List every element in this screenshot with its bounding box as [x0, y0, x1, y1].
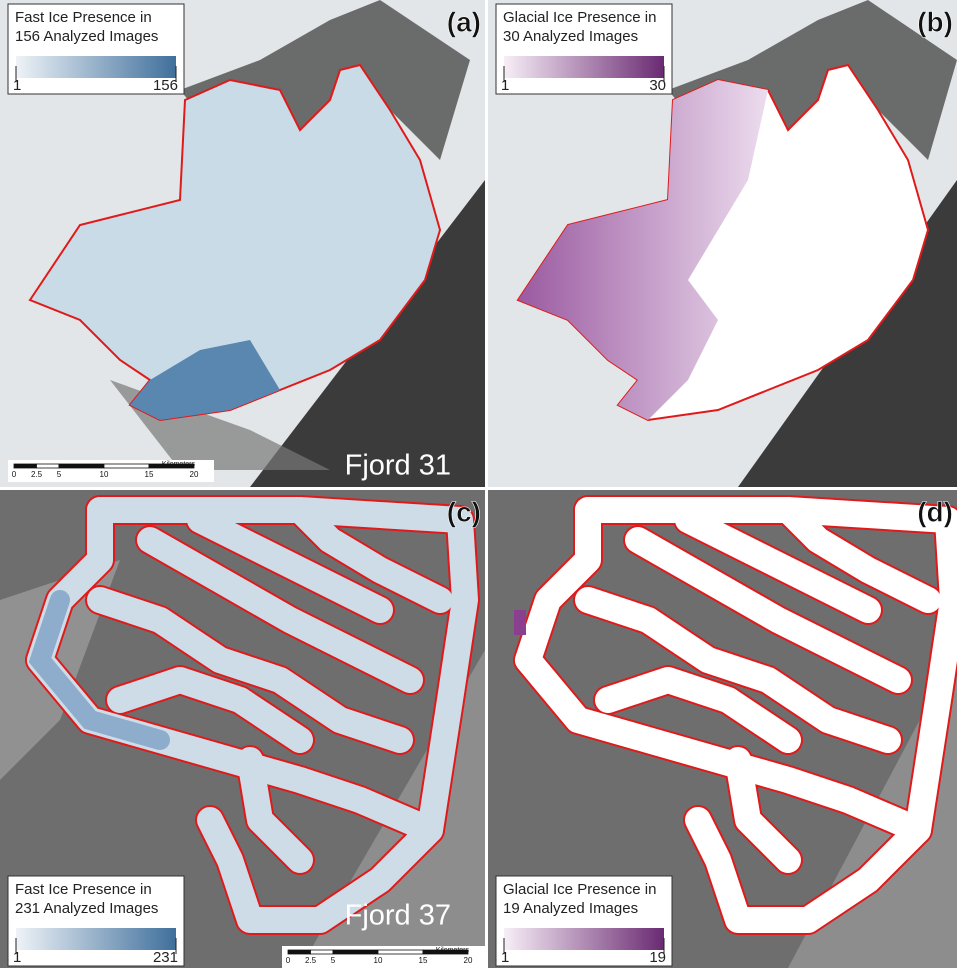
fjord-label: Fjord 37 — [345, 900, 451, 932]
legend-title: Fast Ice Presence in — [15, 881, 152, 898]
legend-title: Glacial Ice Presence in — [503, 9, 656, 26]
scale-tick-label: 15 — [145, 470, 154, 479]
legend-min: 1 — [501, 949, 509, 966]
scale-segment — [37, 464, 60, 468]
panel-label: (c) — [447, 496, 481, 527]
scale-unit: Kilometers — [162, 461, 196, 468]
scale-tick-label: 10 — [100, 470, 109, 479]
legend-max: 156 — [153, 77, 178, 94]
legend-gradient — [16, 928, 176, 950]
scale-segment — [59, 464, 104, 468]
scale-segment — [378, 950, 423, 954]
figure: (a) Fast Ice Presence in 156 Analyzed Imag… — [0, 0, 957, 968]
legend-title: 19 Analyzed Images — [503, 900, 638, 917]
legend-min: 1 — [13, 949, 21, 966]
legend-min: 1 — [501, 77, 509, 94]
scale-tick-label: 0 — [12, 470, 17, 479]
scale-tick-label: 2.5 — [305, 956, 317, 965]
scale-segment — [333, 950, 378, 954]
panel-label: (a) — [447, 6, 481, 37]
legend-title: 156 Analyzed Images — [15, 28, 158, 45]
scale-tick-label: 5 — [331, 956, 336, 965]
panel-label: (b) — [917, 6, 953, 37]
scale-tick-label: 5 — [57, 470, 62, 479]
legend-max: 231 — [153, 949, 178, 966]
legend-gradient — [16, 56, 176, 78]
panel-label: (d) — [917, 496, 953, 527]
scale-segment — [104, 464, 149, 468]
fjord-label: Fjord 31 — [345, 450, 451, 482]
scale-tick-label: 20 — [190, 470, 199, 479]
legend-title: 30 Analyzed Images — [503, 28, 638, 45]
scale-tick-label: 10 — [374, 956, 383, 965]
legend-gradient — [504, 56, 664, 78]
legend-title: Glacial Ice Presence in — [503, 881, 656, 898]
legend-max: 30 — [649, 77, 666, 94]
scale-unit: Kilometers — [436, 947, 470, 954]
scale-tick-label: 0 — [286, 956, 291, 965]
scale-tick-label: 20 — [464, 956, 473, 965]
legend-title: Fast Ice Presence in — [15, 9, 152, 26]
scale-tick-label: 15 — [419, 956, 428, 965]
scale-segment — [311, 950, 334, 954]
legend-min: 1 — [13, 77, 21, 94]
scale-segment — [14, 464, 37, 468]
scale-tick-label: 2.5 — [31, 470, 43, 479]
legend-max: 19 — [649, 949, 666, 966]
scale-segment — [288, 950, 311, 954]
legend-title: 231 Analyzed Images — [15, 900, 158, 917]
legend-gradient — [504, 928, 664, 950]
